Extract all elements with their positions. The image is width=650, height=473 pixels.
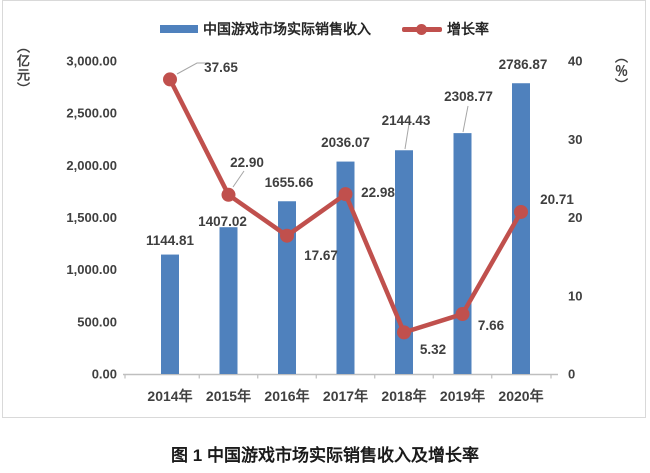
growth-line-marker — [163, 72, 177, 87]
revenue-value-label: 2308.77 — [444, 89, 493, 104]
bar-label-leader-line — [404, 123, 410, 150]
revenue-bar — [161, 254, 179, 374]
growth-label-leader-line — [176, 62, 207, 75]
growth-legend-swatch-icon — [402, 24, 442, 35]
growth-value-label: 22.98 — [361, 185, 395, 200]
growth-value-label: 20.71 — [540, 192, 574, 207]
right-axis-tick-label: 20 — [568, 210, 582, 225]
right-axis-tick-label: 40 — [568, 54, 582, 69]
x-axis-category-label: 2019年 — [440, 388, 485, 404]
growth-label-leader-line — [232, 170, 245, 188]
revenue-value-label: 2144.43 — [382, 113, 431, 128]
revenue-legend-label: 中国游戏市场实际销售收入 — [203, 21, 371, 37]
x-axis-category-label: 2015年 — [206, 388, 251, 404]
revenue-bar — [395, 150, 413, 374]
growth-legend-label: 增长率 — [447, 21, 489, 37]
x-axis-category-label: 2018年 — [381, 388, 426, 404]
left-axis-tick-label: 1,500.00 — [66, 210, 117, 225]
growth-value-label: 17.67 — [304, 248, 338, 263]
legend-item-revenue: 中国游戏市场实际销售收入 — [160, 19, 371, 39]
x-axis-category-label: 2014年 — [147, 388, 192, 404]
revenue-value-label: 2036.07 — [321, 135, 370, 150]
revenue-bar — [278, 201, 296, 374]
growth-line-marker — [280, 228, 294, 243]
growth-line-marker — [221, 187, 236, 202]
revenue-bar — [336, 161, 355, 374]
left-axis-tick-label: 2,000.00 — [66, 158, 117, 173]
growth-line-marker — [397, 325, 411, 340]
revenue-value-label: 1144.81 — [146, 233, 195, 248]
left-axis-tick-label: 1,000.00 — [66, 262, 117, 277]
growth-value-label: 5.32 — [420, 342, 446, 357]
revenue-bar — [512, 83, 530, 374]
revenue-bar — [453, 133, 472, 374]
combo-chart-canvas: 3,000.00 2,500.00 2,000.00 1,500.00 1,000.00… — [66, 54, 582, 405]
growth-line-marker — [455, 307, 470, 322]
left-axis-tick-label: 2,500.00 — [66, 106, 117, 121]
revenue-bar — [219, 227, 238, 374]
left-axis-unit-label: （亿元） — [15, 40, 30, 96]
left-axis-tick-label: 500.00 — [77, 314, 117, 329]
right-axis-tick-label: 30 — [568, 132, 582, 147]
revenue-legend-swatch-icon — [160, 25, 198, 33]
growth-value-label: 37.65 — [204, 60, 238, 75]
revenue-value-label: 1655.66 — [265, 175, 314, 190]
left-axis-tick-label: 3,000.00 — [66, 54, 117, 69]
revenue-value-label: 2786.87 — [499, 57, 548, 72]
bar-label-leader-line — [462, 105, 469, 133]
left-axis-tick-label: 0.00 — [92, 367, 117, 382]
revenue-value-label: 1407.02 — [198, 214, 247, 229]
x-axis-category-label: 2016年 — [264, 388, 309, 404]
growth-line-marker — [514, 204, 528, 219]
x-axis-category-label: 2020年 — [498, 388, 543, 404]
right-axis-tick-label: 10 — [568, 288, 582, 303]
right-axis-unit-label: （％） — [613, 50, 628, 92]
legend-item-growth: 增长率 — [402, 19, 489, 39]
growth-line-marker — [338, 187, 353, 202]
figure-caption: 图 1 中国游戏市场实际销售收入及增长率 — [171, 446, 479, 465]
x-axis-category-label: 2017年 — [323, 388, 368, 404]
growth-value-label: 22.90 — [230, 155, 264, 170]
growth-value-label: 7.66 — [478, 318, 505, 333]
right-axis-tick-label: 0 — [568, 367, 575, 382]
